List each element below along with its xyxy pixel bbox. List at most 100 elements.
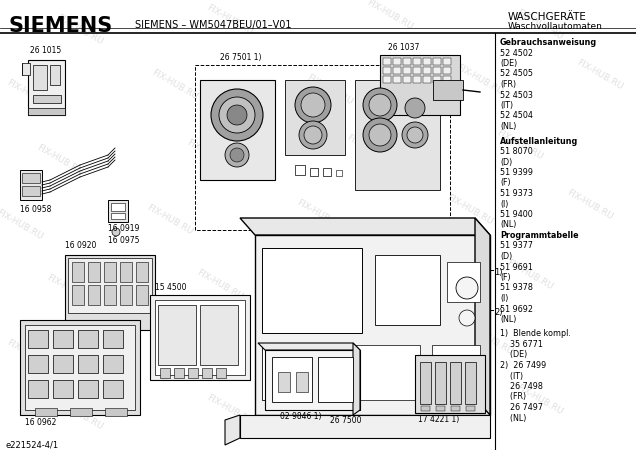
Text: (F): (F) [500, 273, 511, 282]
Bar [272, 357, 312, 402]
Text: 16 0919: 16 0919 [108, 224, 139, 233]
Bar [136, 262, 148, 282]
Circle shape [301, 93, 325, 117]
Bar [423, 58, 431, 65]
Circle shape [304, 126, 322, 144]
Text: 52 4504: 52 4504 [500, 112, 533, 121]
Polygon shape [258, 343, 360, 350]
Text: FIX-HUB.RU: FIX-HUB.RU [466, 323, 515, 357]
Text: 17 4221 1): 17 4221 1) [418, 415, 459, 424]
Bar [35, 408, 57, 416]
Circle shape [227, 105, 247, 125]
Bar [443, 67, 451, 74]
Bar [403, 76, 411, 83]
Polygon shape [240, 415, 490, 438]
Text: FIX-HUB.RU: FIX-HUB.RU [155, 333, 205, 367]
Text: Aufstellanleitung: Aufstellanleitung [500, 136, 578, 145]
Text: Programmtabelle: Programmtabelle [500, 231, 579, 240]
Bar [393, 58, 401, 65]
Text: FIX-HUB.RU: FIX-HUB.RU [186, 138, 235, 172]
Text: SIEMENS: SIEMENS [8, 16, 112, 36]
Text: FIX-HUB.RU: FIX-HUB.RU [515, 8, 565, 42]
Text: 2): 2) [494, 308, 502, 317]
Bar [111, 213, 125, 219]
Bar [22, 173, 40, 183]
Bar [103, 330, 123, 348]
Circle shape [402, 122, 428, 148]
Bar [393, 76, 401, 83]
Bar [216, 368, 226, 378]
Bar [433, 67, 441, 74]
Bar [53, 330, 73, 348]
Bar [465, 362, 476, 404]
Bar [423, 76, 431, 83]
Text: (DE): (DE) [500, 351, 527, 360]
Text: (FR): (FR) [500, 80, 516, 89]
Text: 02 9846 1): 02 9846 1) [280, 412, 322, 421]
Bar [158, 305, 196, 365]
Bar [262, 345, 342, 400]
Circle shape [363, 118, 397, 152]
Bar [155, 300, 245, 375]
Bar [420, 362, 431, 404]
Circle shape [211, 89, 263, 141]
Bar [403, 58, 411, 65]
Polygon shape [475, 218, 490, 415]
Text: WASCHGERÄTE: WASCHGERÄTE [508, 12, 587, 22]
Bar [202, 368, 212, 378]
Circle shape [369, 94, 391, 116]
Bar [33, 65, 47, 90]
Bar [436, 406, 445, 411]
Text: 51 9378: 51 9378 [500, 284, 533, 292]
Text: 52 4503: 52 4503 [500, 90, 533, 99]
Circle shape [405, 98, 425, 118]
Bar [262, 248, 362, 333]
Polygon shape [353, 343, 360, 415]
Bar [380, 55, 460, 115]
Text: FIX-HUB.RU: FIX-HUB.RU [506, 258, 555, 292]
Bar [188, 368, 198, 378]
Bar [120, 285, 132, 305]
Text: FIX-HUB.RU: FIX-HUB.RU [495, 128, 544, 162]
Bar [450, 362, 461, 404]
Text: 51 9400: 51 9400 [500, 210, 533, 219]
Bar [355, 345, 420, 400]
Polygon shape [265, 350, 360, 410]
Bar [443, 76, 451, 83]
Bar [78, 355, 98, 373]
Bar [383, 67, 391, 74]
Text: e221524-4/1: e221524-4/1 [5, 440, 58, 449]
Text: 51 9692: 51 9692 [500, 305, 533, 314]
Text: 26 1015: 26 1015 [30, 46, 61, 55]
Circle shape [219, 97, 255, 133]
Text: 52 4505: 52 4505 [500, 69, 533, 78]
Bar [136, 285, 148, 305]
Bar [403, 67, 411, 74]
Text: FIX-HUB.RU: FIX-HUB.RU [36, 143, 85, 177]
Bar [28, 380, 48, 398]
Text: 2)  26 7499: 2) 26 7499 [500, 361, 546, 370]
Text: 51 9691: 51 9691 [500, 262, 533, 271]
Bar [195, 65, 450, 230]
Text: 16 0975: 16 0975 [108, 236, 139, 245]
Bar [355, 80, 440, 190]
Bar [70, 408, 92, 416]
Bar [433, 80, 463, 100]
Text: 35 6771: 35 6771 [500, 340, 543, 349]
Circle shape [407, 127, 423, 143]
Bar [383, 58, 391, 65]
Text: 51 8070: 51 8070 [500, 147, 533, 156]
Text: 16 0920: 16 0920 [65, 241, 97, 250]
Bar [278, 372, 290, 392]
Bar [22, 63, 30, 75]
Text: 16 0958: 16 0958 [20, 205, 52, 214]
Circle shape [456, 277, 478, 299]
Text: FIX-HUB.RU: FIX-HUB.RU [305, 73, 355, 107]
Text: FIX-HUB.RU: FIX-HUB.RU [195, 268, 245, 302]
Bar [108, 200, 128, 222]
Bar [393, 67, 401, 74]
Text: 26 7501 1): 26 7501 1) [220, 53, 261, 62]
Text: (FR): (FR) [500, 392, 526, 401]
Bar [104, 285, 116, 305]
Bar [33, 95, 61, 103]
